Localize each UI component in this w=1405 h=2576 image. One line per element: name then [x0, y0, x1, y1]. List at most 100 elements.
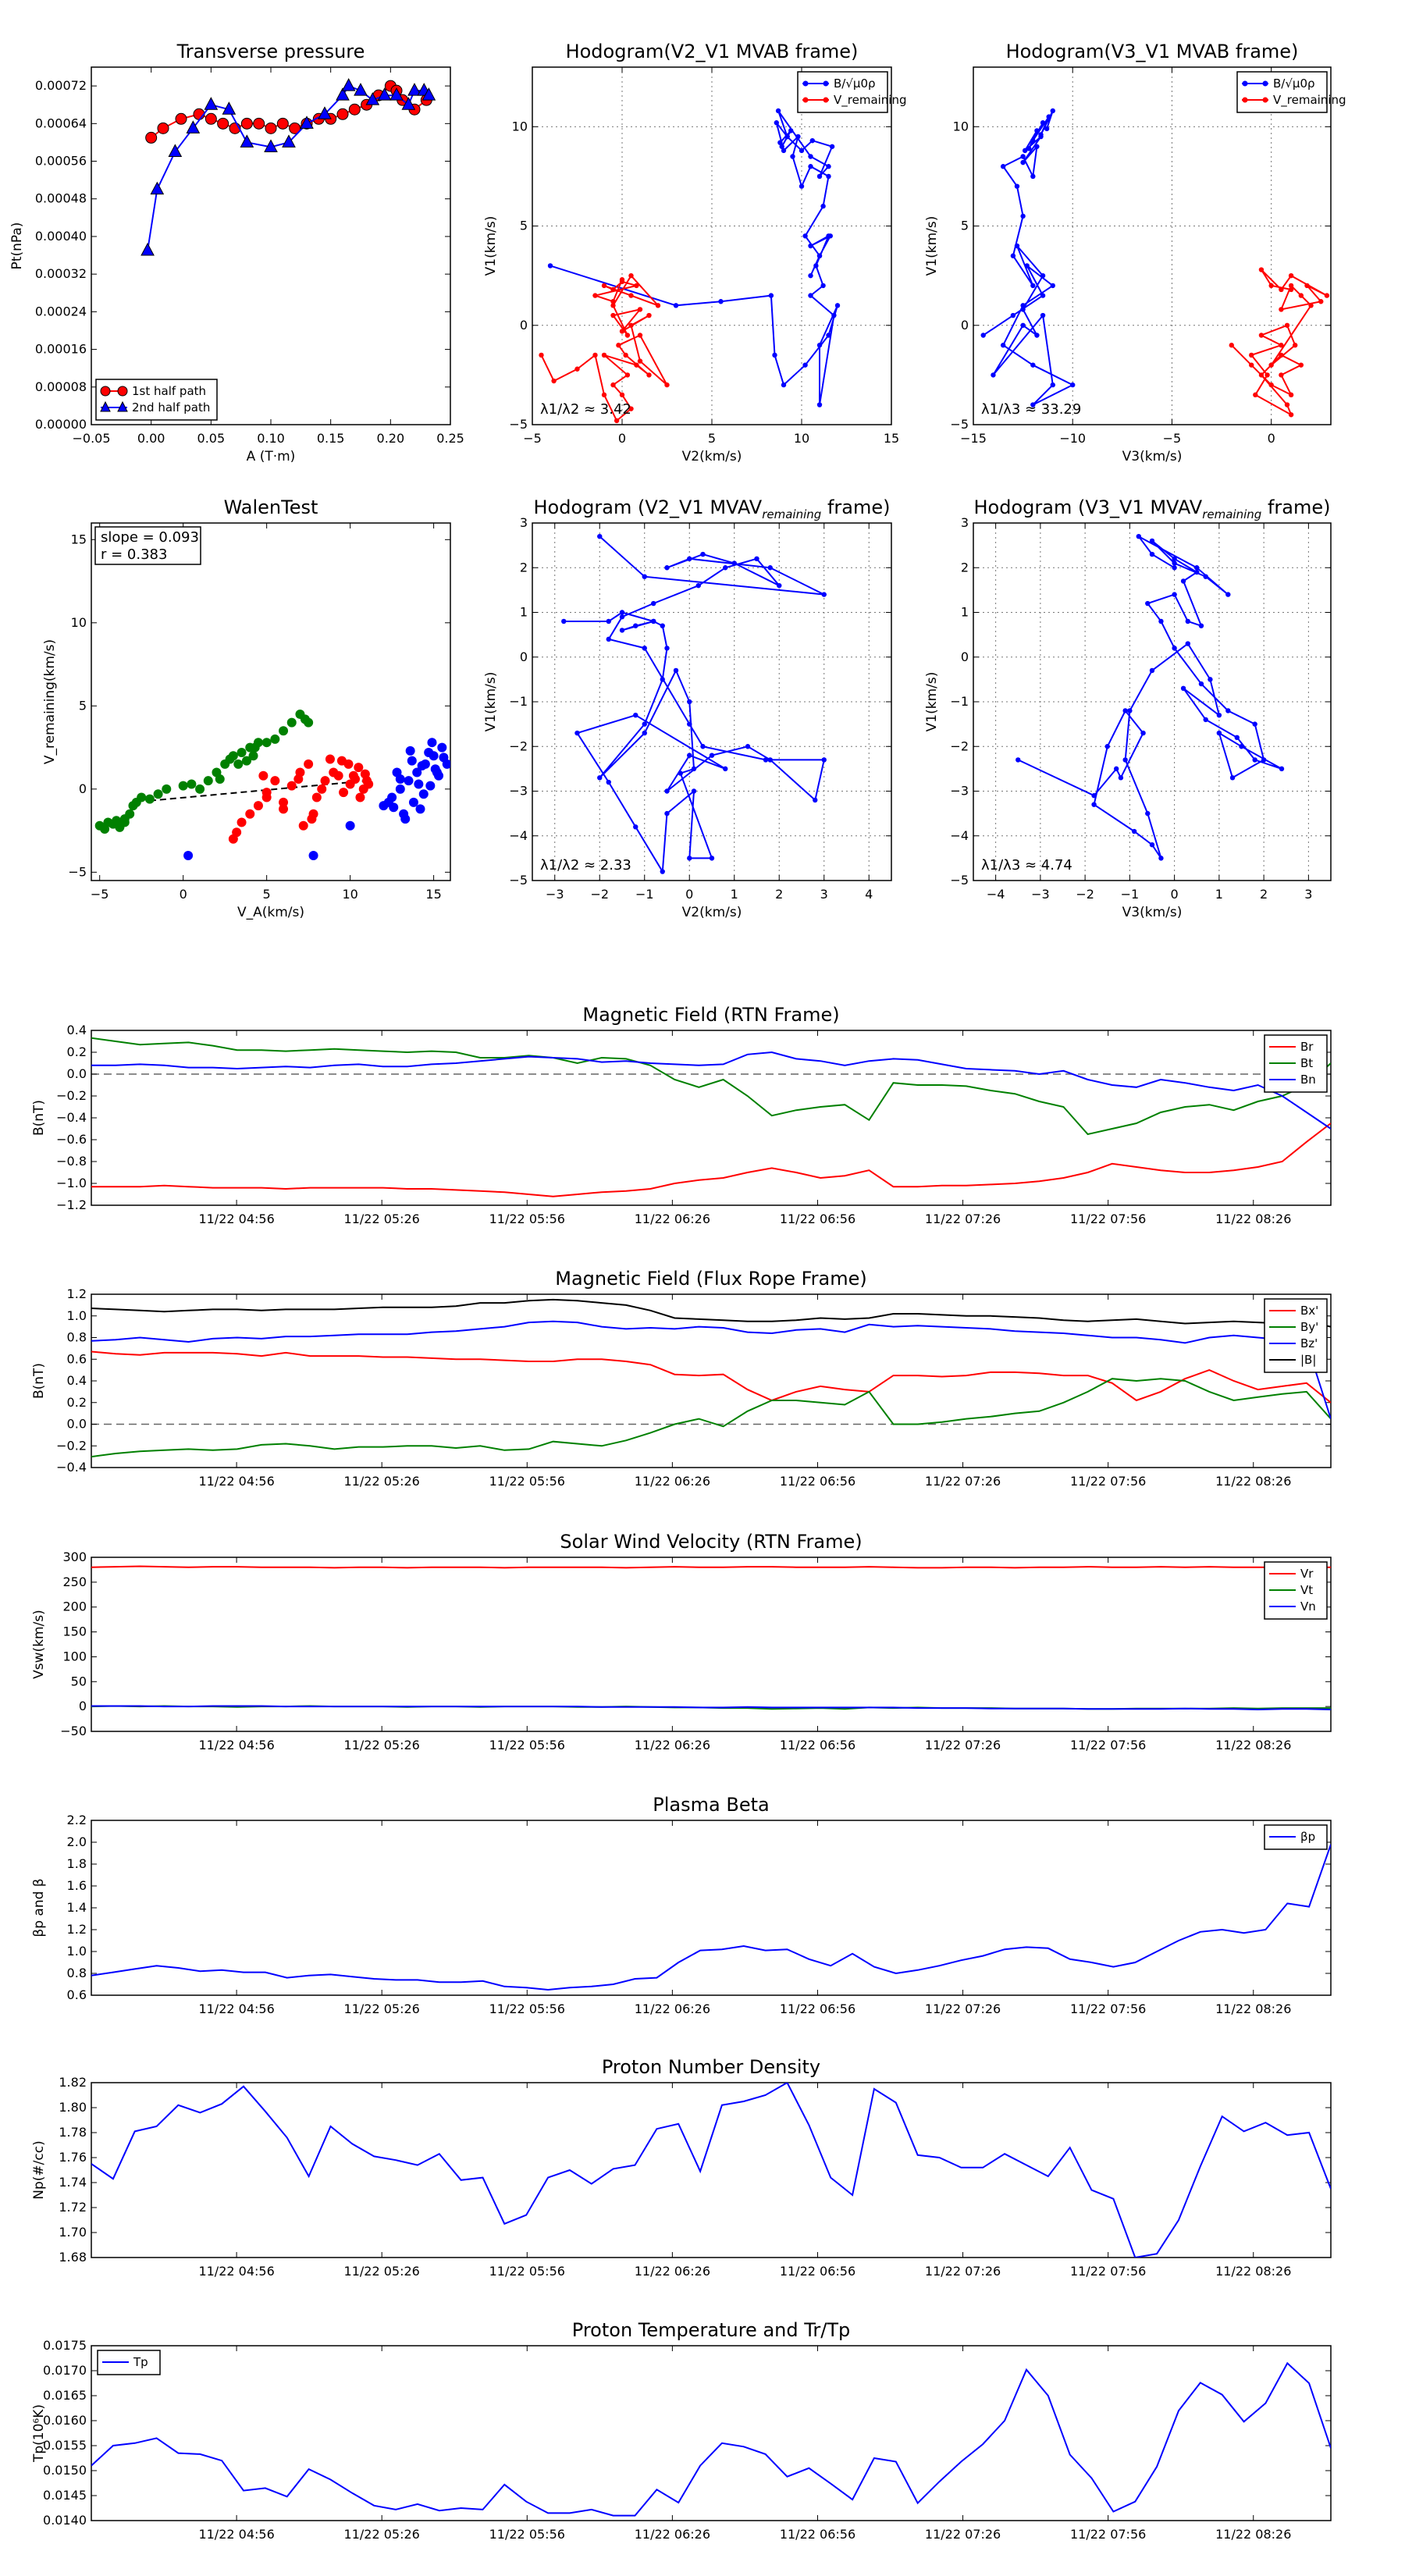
- data-point: [1194, 569, 1200, 575]
- x-tick-label: 0: [618, 431, 626, 446]
- series-V_remaining: [539, 272, 670, 424]
- x-axis: −5 0 5 10 15: [523, 67, 899, 446]
- data-point: [1249, 362, 1254, 368]
- series-Vn: [91, 1705, 1331, 1711]
- y-axis-label: V1(km/s): [924, 216, 940, 276]
- data-point: [336, 87, 350, 101]
- x-tick-label: 11/22 08:26: [1215, 1212, 1291, 1226]
- x-tick-label: 11/22 08:26: [1215, 2264, 1291, 2279]
- data-point: [1026, 146, 1032, 151]
- x-tick-label: 11/22 06:56: [780, 2001, 855, 2016]
- annotation-text: λ1/λ3 ≈ 4.74: [981, 857, 1072, 873]
- y-tick-label: 0.2: [67, 1044, 87, 1059]
- data-point: [333, 770, 343, 781]
- x-tick-label: 11/22 06:56: [780, 2527, 855, 2542]
- data-point: [1279, 307, 1284, 312]
- x-tick-label: −4: [987, 887, 1005, 902]
- data-point: [1020, 303, 1026, 308]
- data-point: [788, 128, 794, 133]
- data-point: [651, 600, 656, 607]
- series-line: [91, 1378, 1331, 1458]
- series-2nd half path: [140, 78, 436, 256]
- data-point: [1114, 766, 1119, 772]
- data-point: [754, 556, 759, 561]
- x-tick-label: −3: [546, 887, 564, 902]
- data-point: [279, 797, 289, 807]
- x-tick-label: 11/22 06:26: [635, 1474, 710, 1489]
- y-tick-label: 1.76: [59, 2150, 87, 2165]
- x-tick-label: 15: [884, 431, 899, 446]
- x-tick-label: −5: [1163, 431, 1182, 446]
- x-tick-label: 5: [263, 887, 271, 902]
- data-point: [1239, 744, 1244, 749]
- series-line: [91, 2361, 1331, 2517]
- data-point: [687, 699, 692, 705]
- data-point: [660, 869, 665, 874]
- data-point: [790, 154, 795, 159]
- data-point: [826, 164, 831, 169]
- x-tick-label: 11/22 08:26: [1215, 1738, 1291, 1752]
- data-point: [265, 122, 277, 134]
- data-point: [407, 756, 417, 766]
- data-point: [270, 734, 280, 744]
- legend-frame: [95, 379, 218, 421]
- data-point: [300, 116, 314, 129]
- data-point: [389, 802, 399, 813]
- x-tick-label: 11/22 05:26: [344, 2001, 420, 2016]
- data-point: [286, 717, 297, 728]
- data-point: [664, 646, 670, 651]
- data-point: [1046, 114, 1051, 119]
- x-tick-label: 11/22 07:56: [1070, 1212, 1146, 1226]
- data-point: [1268, 382, 1274, 388]
- data-point: [1180, 578, 1186, 584]
- series-line: [1231, 269, 1328, 417]
- x-tick-label: 11/22 04:56: [198, 1738, 274, 1752]
- data-point: [601, 283, 607, 289]
- data-point: [389, 87, 404, 101]
- x-tick-label: 11/22 05:26: [344, 1212, 420, 1226]
- data-point: [1198, 623, 1204, 628]
- legend: 1st half path 2nd half path: [95, 379, 218, 421]
- x-tick-label: 11/22 07:56: [1070, 1474, 1146, 1489]
- y-axis-label: V1(km/s): [483, 216, 499, 276]
- data-point: [137, 792, 147, 802]
- data-point: [144, 794, 155, 804]
- x-axis: 11/22 04:56 11/22 05:26 11/22 05:56 11/22 0…: [198, 2346, 1291, 2542]
- legend: Vr Vt Vn: [1264, 1561, 1328, 1620]
- data-point: [624, 333, 631, 338]
- x-tick-label: 11/22 04:56: [198, 1212, 274, 1226]
- x-tick-label: 11/22 07:26: [925, 1212, 1001, 1226]
- data-point: [1172, 556, 1177, 561]
- data-point: [1234, 735, 1240, 740]
- plot-frame: [91, 1820, 1332, 1996]
- y-tick-label: −0.4: [56, 1460, 87, 1475]
- data-point: [1010, 312, 1016, 318]
- x-tick-label: −2: [590, 887, 609, 902]
- x-tick-label: 11/22 05:26: [344, 1474, 420, 1489]
- data-point: [1279, 352, 1284, 358]
- data-point: [237, 817, 247, 827]
- y-tick-label: 10: [71, 615, 87, 630]
- data-point: [813, 263, 819, 269]
- data-point: [1145, 810, 1151, 817]
- y-axis: 1.68 1.70 1.72 1.74 1.76 1.78 1.80 1.82: [59, 2075, 1331, 2265]
- x-tick-label: 11/22 06:56: [780, 1474, 855, 1489]
- x-tick-label: 11/22 07:56: [1070, 1738, 1146, 1752]
- data-point: [1284, 402, 1290, 407]
- y-tick-label: −0.2: [56, 1088, 87, 1103]
- data-point: [763, 757, 769, 763]
- legend-marker: [823, 80, 829, 87]
- data-point: [1149, 667, 1155, 674]
- data-point: [691, 788, 697, 794]
- y-tick-label: −1.0: [56, 1176, 87, 1190]
- data-point: [293, 774, 304, 785]
- data-point: [1149, 538, 1155, 544]
- y-axis-label: βp and β: [31, 1878, 47, 1937]
- x-tick-label: 11/22 08:26: [1215, 2001, 1291, 2016]
- legend-marker: [117, 400, 128, 412]
- series-|B|: [91, 1298, 1331, 1328]
- series-V_remaining: [1229, 267, 1330, 418]
- data-point: [232, 827, 242, 838]
- series-line: [91, 1320, 1331, 1419]
- data-point: [664, 810, 670, 817]
